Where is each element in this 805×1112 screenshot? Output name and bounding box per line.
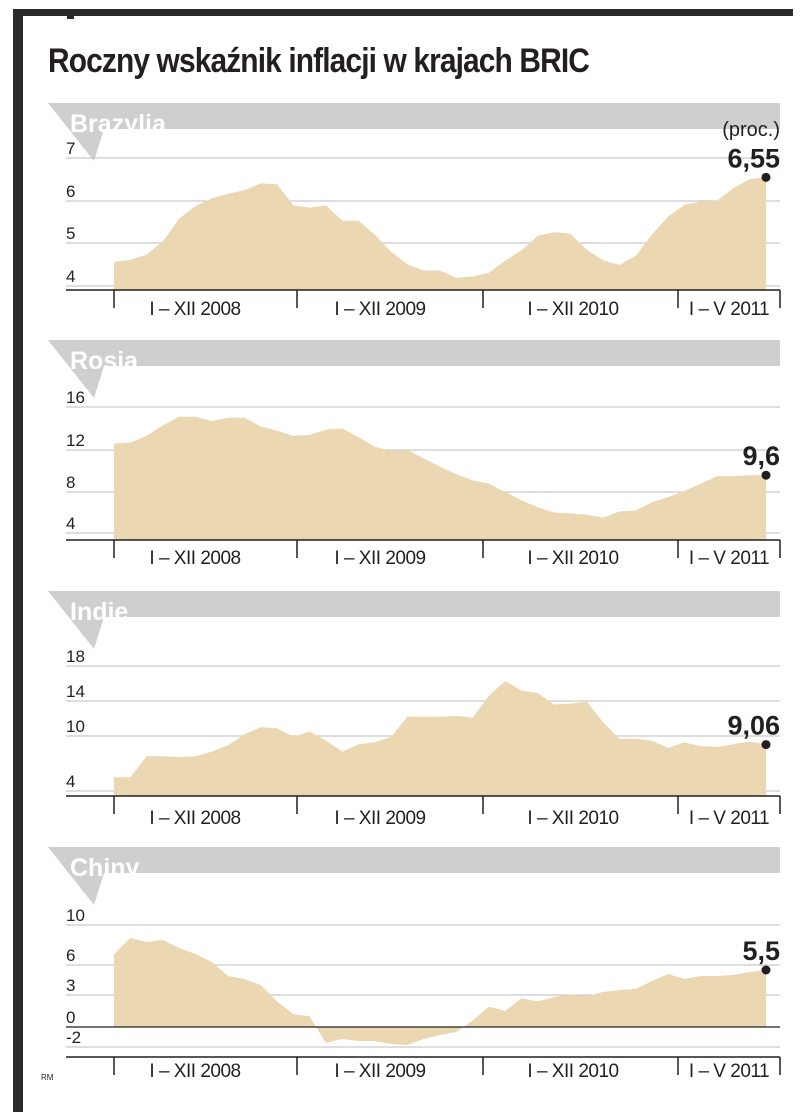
last-point-brazil (761, 172, 771, 182)
x-tick-brazil-0: I – XII 2008 (149, 299, 240, 320)
y-tick-brazil-0: 7 (66, 139, 75, 158)
x-tick-brazil-3: I – V 2011 (689, 299, 769, 320)
y-tick-india-2: 10 (66, 717, 85, 736)
x-tick-china-0: I – XII 2008 (149, 1061, 240, 1082)
frame-top-bar (13, 9, 793, 16)
y-tick-china-3: 0 (66, 1008, 75, 1027)
chart-brazil: Brazylia (proc.) 7 6 5 4 I – XII 2008 I – XII 2… (48, 103, 781, 320)
unit-label: (proc.) (722, 119, 780, 141)
panel-india: Indie 18 14 10 4 I – XII 2008 I – XII 2009 I – … (40, 591, 792, 834)
y-tick-russia-1: 12 (66, 431, 85, 450)
y-tick-russia-2: 8 (66, 473, 75, 492)
panel-russia: Rosja 16 12 8 4 I – XII 2008 I – XII 2009 I – X… (40, 340, 792, 578)
chart-title: Roczny wskaźnik inflacji w krajach BRIC (48, 42, 590, 80)
panel-brazil: Brazylia (proc.) 7 6 5 4 I – XII 2008 I – XII 2… (40, 103, 792, 339)
x-tick-india-3: I – V 2011 (689, 808, 769, 829)
y-tick-india-3: 4 (66, 772, 75, 791)
last-value-label-china: 5,5 (742, 936, 780, 966)
frame-left-bar (13, 9, 23, 1112)
y-tick-russia-0: 16 (66, 388, 85, 407)
y-tick-brazil-3: 4 (66, 267, 75, 286)
last-value-label-brazil: 6,55 (727, 143, 780, 173)
x-tick-china-2: I – XII 2010 (527, 1061, 618, 1082)
x-tick-russia-0: I – XII 2008 (149, 548, 240, 569)
header-band-russia (48, 340, 780, 398)
x-tick-india-1: I – XII 2009 (334, 808, 425, 829)
last-value-label-india: 9,06 (727, 711, 780, 741)
y-tick-india-0: 18 (66, 647, 85, 666)
header-band-brazil (48, 103, 780, 161)
y-tick-china-4: -2 (66, 1028, 81, 1047)
chart-russia: Rosja 16 12 8 4 I – XII 2008 I – XII 2009 I – X… (48, 340, 781, 569)
area-brazil (114, 177, 766, 290)
header-band-india (48, 591, 780, 649)
last-point-russia (761, 470, 771, 480)
country-label-brazil: Brazylia (70, 110, 167, 138)
x-tick-india-2: I – XII 2010 (527, 808, 618, 829)
x-tick-brazil-1: I – XII 2009 (334, 299, 425, 320)
y-tick-brazil-2: 5 (66, 224, 75, 243)
area-russia (114, 416, 766, 540)
header-band-china (48, 847, 780, 905)
country-label-russia: Rosja (70, 347, 139, 375)
x-tick-china-3: I – V 2011 (689, 1061, 769, 1082)
last-value-label-russia: 9,6 (742, 441, 780, 471)
area-india (114, 680, 766, 796)
x-tick-russia-2: I – XII 2010 (527, 548, 618, 569)
x-tick-china-1: I – XII 2009 (334, 1061, 425, 1082)
chart-india: Indie 18 14 10 4 I – XII 2008 I – XII 2009 I – … (48, 591, 781, 829)
y-tick-china-1: 6 (66, 946, 75, 965)
credit-label: RM (41, 1073, 54, 1082)
x-tick-brazil-2: I – XII 2010 (527, 299, 618, 320)
country-label-china: Chiny (70, 854, 140, 882)
y-tick-china-2: 3 (66, 976, 75, 995)
y-tick-india-1: 14 (66, 682, 85, 701)
y-tick-china-0: 10 (66, 906, 85, 925)
last-point-india (761, 740, 771, 750)
last-point-china (761, 965, 771, 975)
y-tick-russia-3: 4 (66, 514, 75, 533)
country-label-india: Indie (70, 598, 128, 626)
chart-china: Chiny 10 6 3 0-2 I – XII 2008 I – XII 2009 I – … (48, 847, 781, 1082)
y-tick-brazil-1: 6 (66, 182, 75, 201)
x-tick-india-0: I – XII 2008 (149, 808, 240, 829)
x-tick-russia-3: I – V 2011 (689, 548, 769, 569)
area-china (114, 938, 766, 1045)
frame-top-end (67, 9, 74, 19)
panel-china: Chiny 10 6 3 0 -2 I – XII 2008 I – XII 2009 I – … (40, 847, 792, 1090)
x-tick-russia-1: I – XII 2009 (334, 548, 425, 569)
